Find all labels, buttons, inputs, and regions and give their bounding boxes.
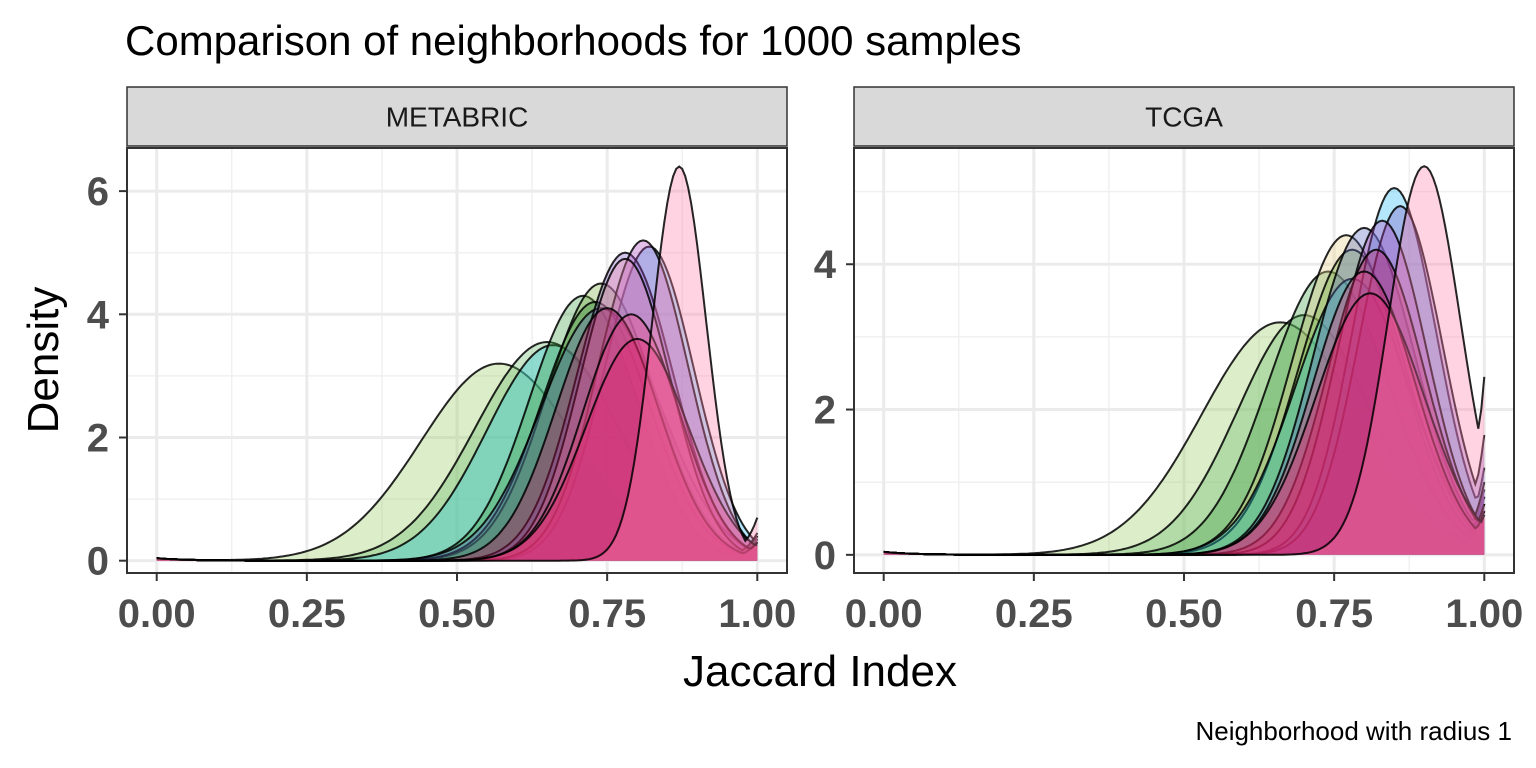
y-tick-label: 0 <box>814 534 836 578</box>
density-area-11 <box>883 271 1485 555</box>
y-tick-label: 2 <box>814 389 836 433</box>
density-area-7 <box>883 188 1485 555</box>
y-axis-title: Density <box>19 287 68 434</box>
density-area-7 <box>156 246 758 561</box>
density-area-2 <box>156 345 758 561</box>
density-area-12 <box>883 293 1485 555</box>
density-line-14 <box>156 165 759 562</box>
density-areas <box>883 165 1486 556</box>
panel-tcga: TCGA 0.00 0.25 0.50 0.75 1.00 0 2 4 <box>814 86 1523 636</box>
x-tick-label: 0.75 <box>1295 592 1373 636</box>
density-area-9 <box>883 220 1485 555</box>
y-tick-label: 2 <box>87 416 109 460</box>
density-area-3 <box>156 295 758 561</box>
density-line-13 <box>883 165 1486 556</box>
y-tick-label: 0 <box>87 540 109 584</box>
x-tick-label: 1.00 <box>1445 592 1523 636</box>
density-area-6 <box>883 227 1485 555</box>
x-tick-label: 0.25 <box>995 592 1073 636</box>
density-area-6 <box>156 308 758 561</box>
density-area-11 <box>156 308 758 561</box>
x-tick-label: 1.00 <box>718 592 796 636</box>
x-tick-label: 0.50 <box>418 592 496 636</box>
facet-strip <box>126 86 788 147</box>
density-areas <box>156 165 759 562</box>
density-area-0 <box>883 322 1485 555</box>
density-area-1 <box>156 342 758 561</box>
x-tick-label: 0.75 <box>568 592 646 636</box>
y-tick-label: 4 <box>87 293 110 337</box>
x-tick-label: 0.25 <box>268 592 346 636</box>
x-axis-title: Jaccard Index <box>683 647 957 696</box>
caption: Neighborhood with radius 1 <box>1195 716 1512 746</box>
density-area-2 <box>883 271 1485 555</box>
x-tick-label: 0.00 <box>118 592 196 636</box>
density-area-13 <box>156 338 758 561</box>
y-tick-label: 6 <box>87 170 109 214</box>
density-area-8 <box>883 206 1485 555</box>
density-area-10 <box>883 249 1485 555</box>
x-tick-label: 0.50 <box>1145 592 1223 636</box>
facet-strip-label: METABRIC <box>386 102 529 133</box>
density-area-13 <box>883 166 1485 555</box>
panel-metabric: METABRIC 0.00 0.25 0.50 0.75 1.00 0 2 4 6 <box>87 86 796 636</box>
density-line-0 <box>156 362 759 562</box>
facet-strip-label: TCGA <box>1145 102 1223 133</box>
density-area-10 <box>156 258 758 561</box>
facet-panels: METABRIC 0.00 0.25 0.50 0.75 1.00 0 2 4 6 TCGA 0.00… <box>87 86 1523 636</box>
density-area-14 <box>156 166 758 561</box>
density-area-1 <box>883 315 1485 555</box>
density-area-4 <box>883 249 1485 555</box>
density-area-9 <box>156 240 758 561</box>
x-tick-label: 0.00 <box>845 592 923 636</box>
chart-title: Comparison of neighborhoods for 1000 sam… <box>125 17 1022 64</box>
facet-strip <box>853 86 1515 147</box>
y-tick-label: 4 <box>814 243 837 287</box>
density-area-4 <box>156 283 758 561</box>
density-area-5 <box>156 302 758 561</box>
